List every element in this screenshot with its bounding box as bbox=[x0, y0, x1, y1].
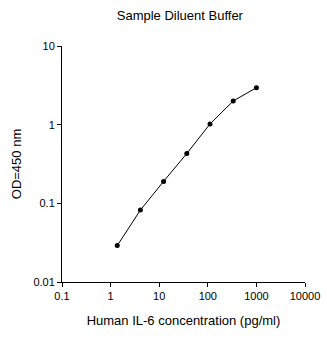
svg-text:1: 1 bbox=[49, 119, 55, 131]
svg-text:Sample Diluent Buffer: Sample Diluent Buffer bbox=[117, 8, 244, 23]
svg-text:100: 100 bbox=[199, 290, 217, 302]
svg-text:10: 10 bbox=[153, 290, 165, 302]
svg-text:10000: 10000 bbox=[290, 290, 321, 302]
svg-text:1000: 1000 bbox=[244, 290, 268, 302]
svg-text:0.1: 0.1 bbox=[40, 197, 55, 209]
svg-text:Human IL-6 concentration (pg/m: Human IL-6 concentration (pg/ml) bbox=[87, 313, 281, 328]
svg-text:10: 10 bbox=[43, 40, 55, 52]
svg-text:0.01: 0.01 bbox=[33, 276, 54, 288]
svg-text:0.1: 0.1 bbox=[54, 290, 69, 302]
svg-text:OD=450 nm: OD=450 nm bbox=[9, 129, 24, 199]
svg-text:1: 1 bbox=[108, 290, 114, 302]
